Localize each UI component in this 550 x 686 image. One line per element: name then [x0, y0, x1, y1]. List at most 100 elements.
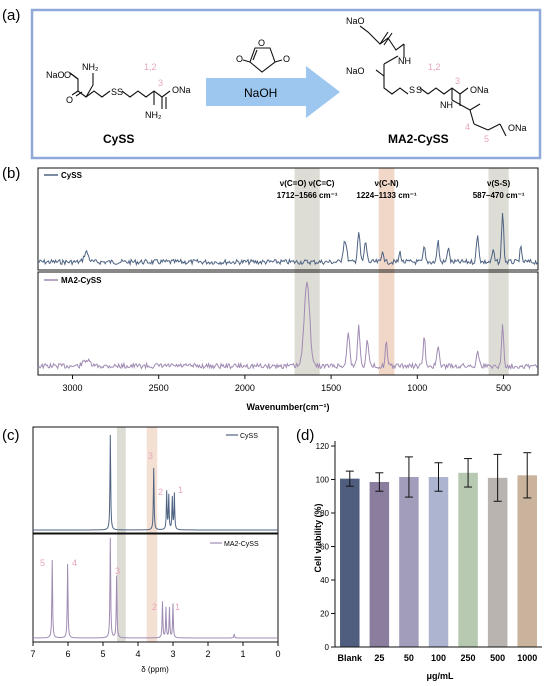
bar-x-tick-label-1: 25 [374, 653, 384, 663]
panel-d: (d) Cell viability (%) 0 20 40 60 80 100 120 B… [296, 427, 542, 681]
ir-legend-cyss-label: CySS [61, 171, 83, 180]
bar-y-tick-label-3: 60 [320, 543, 329, 552]
nmr-x-axis-label: δ (ppm) [141, 665, 169, 674]
ma2-ona-bottom: ONa [508, 123, 527, 133]
ma2-pos-4: 4 [465, 122, 470, 132]
bar-x-tick-label-2: 50 [404, 653, 414, 663]
cyss-ona: ONa [172, 85, 191, 95]
panel-label-a: (a) [2, 7, 20, 24]
nmr-x-tick-label-2: 5 [100, 649, 105, 659]
maleic-anhydride [242, 47, 283, 73]
ir-x-tick-label-3: 1500 [321, 383, 341, 393]
bar-x-axis: Blank 25 50 100 250 500 1000 [338, 653, 538, 663]
ma2-nh-top: NH [398, 56, 411, 66]
ir-x-tick-label-1: 2500 [149, 383, 169, 393]
ir-band-range-0: 1712–1566 cm⁻¹ [277, 191, 338, 200]
ma2-structure [359, 25, 507, 137]
bar-x-tick-label-5: 500 [490, 653, 505, 663]
ma2-s1: S [409, 85, 415, 95]
nmr-peak-labels: 3 2 1 5 4 3 2 1 [40, 451, 183, 612]
ir-band-label-2: ν(S-S) [487, 179, 510, 188]
panel-b: (b) CySS MA2-CySS ν(C=O) ν(C=C) 1712–1566… [2, 165, 539, 412]
bar-500 [487, 477, 508, 647]
nmr-top-peak-2: 2 [158, 487, 163, 497]
bar-x-axis-label: μg/mL [426, 671, 454, 681]
bar-50 [399, 476, 419, 647]
bar-x-tick-label-0: Blank [338, 653, 364, 663]
ir-band-range-2: 587–470 cm⁻¹ [473, 191, 525, 200]
cyss-pos-3: 3 [158, 78, 163, 88]
ir-legend-cyss: CySS [44, 171, 83, 180]
panel-label-b: (b) [2, 165, 20, 182]
ir-band-label-1: ν(C-N) [375, 179, 399, 188]
scheme-frame [30, 8, 542, 160]
anhydride-o-right: O [283, 54, 290, 64]
nmr-top-peak-3: 3 [148, 451, 153, 461]
bar-error-bars [345, 452, 532, 502]
cyss-pos-12: 1,2 [144, 62, 157, 72]
nmr-bottom-peak-3: 3 [115, 566, 120, 576]
bar-Blank [340, 478, 360, 647]
ir-bottom-frame [37, 271, 539, 376]
reactant-name: CySS [103, 132, 134, 146]
ma2-nh-bottom: NH [440, 100, 453, 110]
nmr-trace-ma2 [33, 537, 278, 639]
ir-x-tick-label-5: 500 [496, 383, 511, 393]
nmr-top-frame [32, 426, 279, 534]
nmr-x-tick-label-3: 4 [135, 649, 140, 659]
nmr-legend-ma2-label: MA2-CySS [224, 541, 259, 548]
cyss-backbone-left [69, 72, 111, 98]
ir-x-axis: 3000 2500 2000 1500 1000 500 [62, 375, 511, 393]
nmr-bottom-peak-1: 1 [175, 602, 180, 612]
bar-1000 [517, 475, 537, 647]
ma2-pos-12: 1,2 [428, 62, 441, 72]
nmr-x-axis: 7 6 5 4 3 2 1 0 [30, 642, 281, 659]
ir-x-tick-label-2: 2000 [235, 383, 255, 393]
bar-y-tick-label-0: 0 [325, 643, 330, 652]
ma2-s2: S [416, 85, 422, 95]
ir-x-tick-label-4: 1000 [407, 383, 427, 393]
ir-x-tick-label-0: 3000 [62, 383, 82, 393]
bar-y-tick-label-1: 20 [320, 610, 329, 619]
cyss-o-left-2: O [66, 95, 73, 105]
cyss-o-left: O [64, 70, 71, 80]
bar-y-axis: 0 20 40 60 80 100 120 [316, 442, 335, 652]
ir-legend-ma2: MA2-CySS [44, 276, 102, 285]
bar-250 [458, 472, 478, 647]
ir-top-frame [37, 167, 539, 271]
ma2-nao-top: NaO [346, 16, 365, 26]
reagent-label: NaOH [244, 86, 277, 100]
ir-legend-ma2-label: MA2-CySS [61, 276, 102, 285]
bar-y-tick-label-6: 120 [316, 442, 330, 451]
bar-x-tick-label-6: 1000 [517, 653, 537, 663]
nmr-x-tick-label-7: 0 [275, 649, 280, 659]
bar-x-tick-label-3: 100 [431, 653, 446, 663]
nmr-bottom-peak-2: 2 [152, 602, 157, 612]
cyss-backbone-right [121, 90, 163, 98]
anhydride-o-left: O [236, 54, 243, 64]
nmr-x-tick-label-6: 1 [240, 649, 245, 659]
bar-100 [428, 476, 449, 647]
bar-y-tick-label-4: 80 [320, 509, 329, 518]
cyss-structure [69, 72, 171, 109]
product-name: MA2-CySS [388, 132, 449, 146]
cyss-s1: S [111, 87, 117, 97]
ma2-pos-5: 5 [484, 134, 489, 144]
nmr-x-tick-label-0: 7 [30, 649, 35, 659]
nmr-x-tick-label-1: 6 [65, 649, 70, 659]
ma2-nao-left: NaO [346, 66, 365, 76]
nmr-legend-cyss-label: CySS [240, 433, 258, 440]
ir-band-labels: ν(C=O) ν(C=C) 1712–1566 cm⁻¹ ν(C-N) 1224–11… [277, 179, 525, 200]
ir-x-axis-label: Wavenumber(cm⁻¹) [247, 402, 330, 412]
ma2-pos-3: 3 [455, 76, 460, 86]
cyss-s2: S [117, 87, 123, 97]
panel-a: (a) NH₂ NaO O O S S NH₂ ONa 1,2 3 CySS [2, 7, 542, 160]
nmr-x-tick-label-4: 3 [170, 649, 175, 659]
ir-band-range-1: 1224–1133 cm⁻¹ [356, 191, 417, 200]
nmr-trace-cyss [33, 434, 278, 531]
bar-y-axis-label: Cell viability (%) [313, 503, 323, 572]
ir-band-label-0: ν(C=O) ν(C=C) [280, 179, 335, 188]
bar-25 [369, 482, 390, 647]
bar-series [340, 472, 537, 647]
